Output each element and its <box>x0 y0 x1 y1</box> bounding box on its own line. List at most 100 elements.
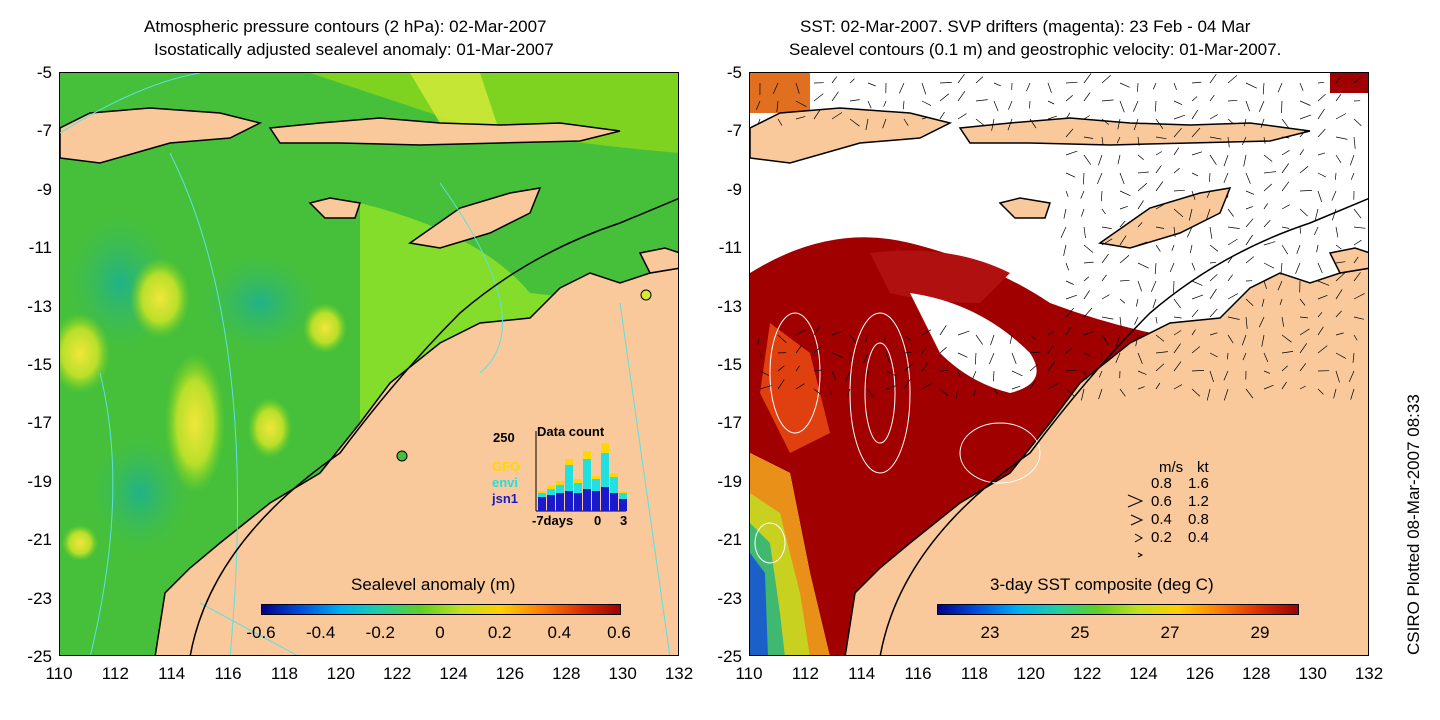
velocity-arrow <box>1263 352 1269 362</box>
velocity-arrow <box>885 370 897 377</box>
velocity-arrow <box>1281 316 1285 327</box>
velocity-arrow <box>939 369 948 372</box>
velocity-arrow <box>1081 388 1085 401</box>
velocity-arrow <box>777 379 785 390</box>
inset-bar-segment <box>538 497 546 511</box>
velocity-arrow <box>993 388 999 395</box>
left-sealevel-map: 250 Data count GFO envi jsn1 -7days 0 3 … <box>59 72 679 656</box>
velocity-arrow <box>1335 94 1342 102</box>
right-sst-map: m/s kt 0.8 1.6 0.6 1.2 0.4 0.8 0.2 0.4 3… <box>749 72 1369 656</box>
velocity-arrow <box>939 347 947 354</box>
velocity-arrow <box>1189 244 1193 254</box>
velocity-arrow <box>1317 152 1326 156</box>
velocity-arrow <box>1279 298 1283 306</box>
right-y-tick: -7 <box>726 121 742 141</box>
velocity-arrow <box>1137 280 1143 292</box>
velocity-arrow <box>1299 82 1304 91</box>
velocity-arrow <box>1263 171 1276 174</box>
velocity-arrow <box>1299 298 1306 306</box>
velocity-arrow <box>831 91 839 102</box>
velocity-arrow <box>1263 203 1268 210</box>
velocity-arrow <box>1245 234 1253 246</box>
right-y-tick: -5 <box>726 63 742 82</box>
velocity-arrow <box>831 76 838 84</box>
velocity-arrow <box>1353 316 1364 320</box>
velocity-arrow <box>1335 172 1337 180</box>
velocity-arrow <box>921 347 927 354</box>
right-x-tick: 128 <box>1242 664 1271 683</box>
velocity-arrow <box>831 330 843 336</box>
velocity-arrow <box>1299 328 1310 336</box>
velocity-arrow <box>795 116 806 120</box>
velocity-arrow <box>1083 136 1094 139</box>
geostrophic-velocity-arrows <box>755 73 1366 401</box>
inset-title: Data count <box>537 424 605 439</box>
right-x-tick: 120 <box>1016 664 1045 683</box>
velocity-arrow <box>813 388 821 395</box>
velocity-arrow <box>1083 244 1094 253</box>
velocity-arrow <box>1243 154 1247 167</box>
left-y-tick: -15 <box>27 355 52 374</box>
velocity-arrow <box>1186 226 1193 238</box>
inset-x-label-zero: 0 <box>594 513 602 528</box>
velocity-arrow <box>1353 118 1362 127</box>
right-y-tick: -9 <box>726 179 742 199</box>
velocity-arrow <box>1227 75 1238 84</box>
velocity-arrow <box>1299 385 1306 390</box>
left-y-tick: -21 <box>27 530 52 550</box>
left-y-tick: -11 <box>28 238 52 258</box>
velocity-arrow <box>903 363 913 372</box>
velocity-arrow <box>813 345 823 354</box>
inset-bar-segment <box>592 476 600 479</box>
left-x-tick: 122 <box>382 664 412 683</box>
velocity-arrow <box>1313 226 1319 236</box>
velocity-arrow <box>1299 114 1312 120</box>
velocity-arrow <box>1209 226 1213 239</box>
left-y-tick: -17 <box>27 413 52 433</box>
velocity-arrow <box>1083 290 1090 300</box>
velocity-arrow <box>993 370 995 382</box>
velocity-legend-ms-3: 0.4 <box>1151 511 1172 528</box>
velocity-arrow <box>777 365 785 372</box>
velocity-arrow <box>1209 172 1211 182</box>
velocity-arrow <box>1317 128 1326 138</box>
left-x-tick: 130 <box>608 664 637 683</box>
velocity-arrow <box>1137 182 1148 192</box>
velocity-arrow <box>1137 386 1145 390</box>
velocity-arrow <box>975 334 983 345</box>
velocity-arrow <box>795 383 805 390</box>
inset-x-label-end: 3 <box>620 513 628 528</box>
velocity-arrow <box>975 76 984 84</box>
right-x-tick: 126 <box>1185 664 1215 683</box>
velocity-arrow <box>795 344 803 354</box>
velocity-arrow <box>1065 95 1073 102</box>
velocity-arrow <box>1119 172 1125 185</box>
velocity-arrow <box>1101 294 1110 300</box>
velocity-arrow <box>903 378 911 390</box>
velocity-arrow <box>1101 190 1103 202</box>
right-x-tick: 122 <box>1072 664 1102 683</box>
velocity-arrow <box>1243 118 1247 127</box>
inset-bar-segment <box>538 491 546 493</box>
velocity-arrow <box>1227 136 1230 148</box>
velocity-arrow <box>1026 82 1031 92</box>
velocity-arrow <box>1135 334 1139 347</box>
velocity-arrow <box>1335 244 1342 250</box>
velocity-arrow <box>1209 370 1214 383</box>
velocity-arrow <box>1155 244 1161 252</box>
velocity-arrow <box>1096 172 1103 185</box>
velocity-arrow <box>1155 100 1157 112</box>
velocity-arrow <box>1335 261 1346 264</box>
velocity-arrow <box>1083 261 1094 264</box>
velocity-arrow <box>1137 262 1149 269</box>
velocity-arrow <box>993 82 1001 87</box>
velocity-arrow <box>1350 388 1355 400</box>
velocity-arrow <box>1191 294 1204 300</box>
velocity-arrow <box>1335 370 1340 383</box>
velocity-arrow <box>1227 226 1240 229</box>
velocity-arrow <box>1065 327 1072 336</box>
velocity-arrow <box>1333 388 1337 399</box>
velocity-arrow <box>903 352 912 354</box>
velocity-arrow <box>921 116 929 120</box>
velocity-arrow <box>1101 274 1107 282</box>
